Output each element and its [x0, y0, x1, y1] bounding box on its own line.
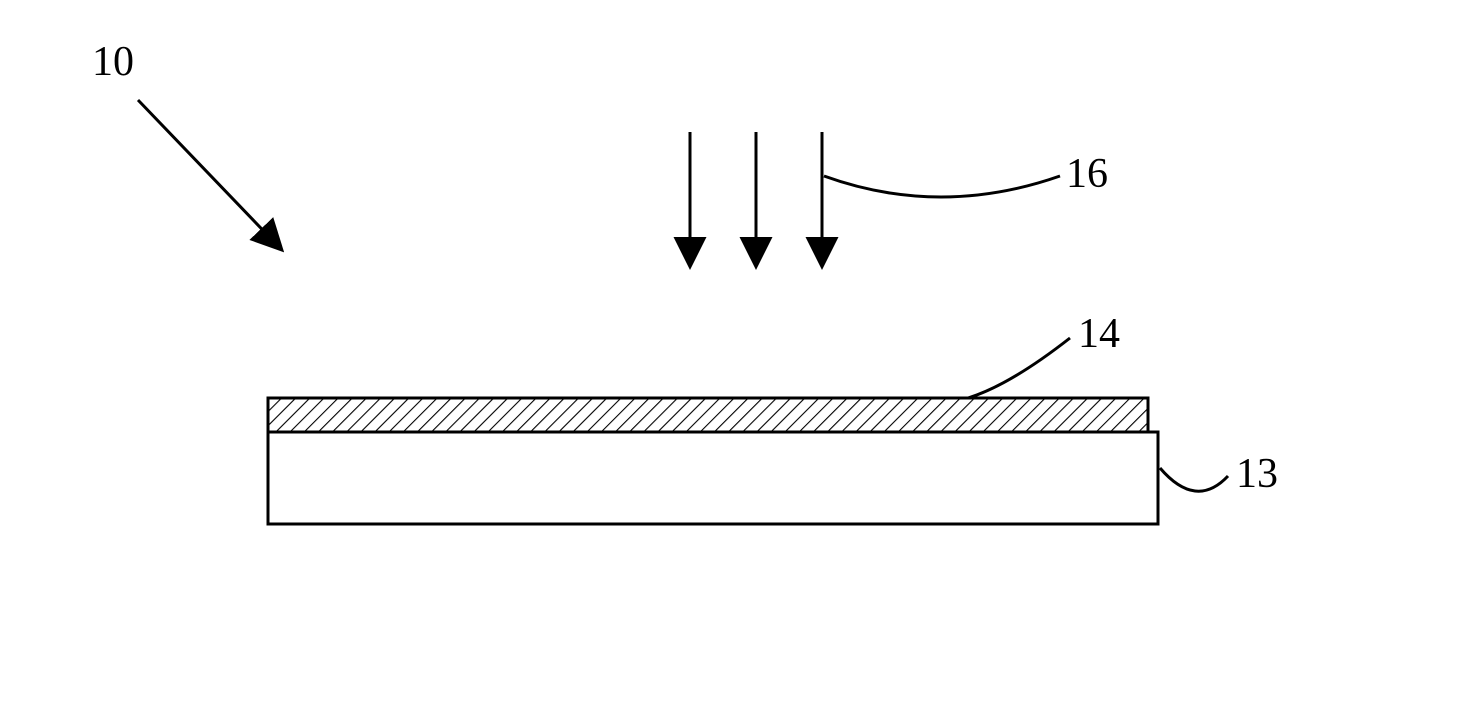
label-arrows: 16 — [1066, 150, 1108, 198]
leader-assembly-arrow — [138, 100, 280, 248]
schematic-diagram — [0, 0, 1459, 712]
label-assembly: 10 — [92, 38, 134, 86]
label-top-layer: 14 — [1078, 310, 1120, 358]
bottom-layer — [268, 432, 1158, 524]
leader-to-bottom-layer — [1160, 468, 1228, 491]
label-bottom-layer: 13 — [1236, 450, 1278, 498]
leader-to-arrows — [824, 176, 1060, 197]
leader-to-top-layer — [968, 338, 1070, 398]
top-layer — [268, 398, 1148, 432]
